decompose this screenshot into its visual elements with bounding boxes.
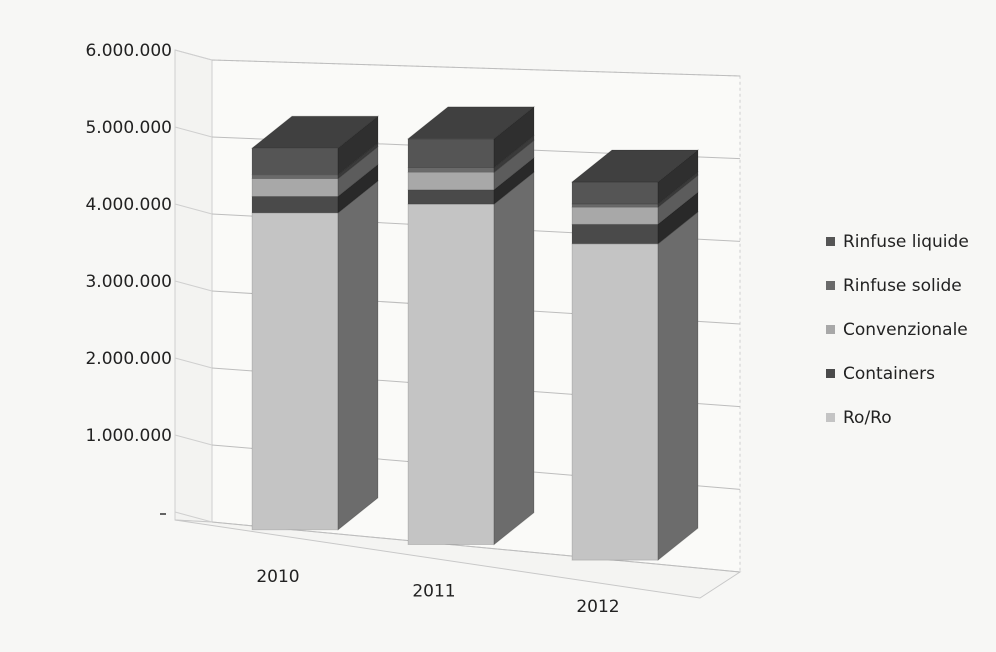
bar-segment — [571, 203, 659, 208]
bar-segment — [571, 206, 659, 225]
gridline-side — [174, 511, 213, 523]
bar-segment — [251, 147, 339, 176]
bar-segment — [251, 178, 339, 197]
legend-label: Ro/Ro — [843, 408, 892, 428]
bar-stack-2012 — [570, 149, 700, 561]
bar-top — [406, 106, 536, 140]
bar-segment-side — [657, 149, 699, 205]
bar-stack-2011 — [406, 106, 536, 546]
x-tick-label: 2012 — [576, 597, 619, 617]
bar-segment-side — [657, 174, 699, 226]
bar-segment-side — [493, 106, 535, 169]
gridline-side — [174, 357, 213, 369]
bar-segment — [251, 174, 339, 179]
bar-segment — [251, 196, 339, 214]
y-tick-label: 6.000.000 — [85, 41, 172, 61]
gridline-side — [174, 126, 213, 138]
bar-segment — [407, 167, 495, 173]
legend-swatch — [826, 325, 835, 334]
gridline-side — [174, 280, 213, 292]
legend-swatch — [826, 413, 835, 422]
gridline-side — [174, 203, 213, 215]
bar-segment — [407, 171, 495, 191]
bar-segment-side — [657, 171, 699, 209]
legend-label: Convenzionale — [843, 320, 968, 340]
y-tick-label: 5.000.000 — [85, 118, 172, 138]
legend-label: Rinfuse solide — [843, 276, 962, 296]
bar-segment-side — [493, 134, 535, 174]
bar-segment — [407, 189, 495, 205]
bar-top — [570, 149, 700, 183]
bars — [250, 106, 700, 561]
x-tick-label: 2011 — [412, 582, 455, 602]
bar-segment-side — [493, 156, 535, 205]
bar-segment-side — [493, 171, 535, 546]
bar-segment — [407, 203, 495, 546]
gridline — [211, 59, 741, 77]
gridline-side — [174, 49, 213, 61]
x-tick-label: 2010 — [256, 567, 299, 587]
bar-top — [250, 115, 380, 149]
bar-segment — [251, 212, 339, 531]
legend-swatch — [826, 237, 835, 246]
y-tick-label: 1.000.000 — [85, 426, 172, 446]
bar-segment-side — [657, 191, 699, 245]
bar-segment — [571, 223, 659, 245]
bar-segment-side — [493, 139, 535, 191]
gridline-side — [174, 434, 213, 446]
y-tick-label: 4.000.000 — [85, 195, 172, 215]
bar-stack-2010 — [250, 115, 380, 531]
legend-swatch — [826, 369, 835, 378]
bar-segment — [407, 138, 495, 168]
y-tick-label: 2.000.000 — [85, 349, 172, 369]
legend-label: Rinfuse liquide — [843, 232, 969, 252]
bar-segment — [571, 181, 659, 205]
y-tick-label: 3.000.000 — [85, 272, 172, 292]
legend: Rinfuse liquide Rinfuse solide Convenziona… — [826, 232, 969, 428]
legend-label: Containers — [843, 364, 935, 384]
bar-segment-side — [337, 180, 379, 531]
bar-segment — [571, 243, 659, 561]
gridline — [211, 521, 741, 573]
y-axis: 1.000.000 2.000.000 3.000.000 4.000.000 5.00… — [85, 41, 172, 515]
legend-swatch — [826, 281, 835, 290]
bar-segment-side — [657, 210, 699, 561]
x-axis: 2010 2011 2012 — [256, 567, 619, 617]
